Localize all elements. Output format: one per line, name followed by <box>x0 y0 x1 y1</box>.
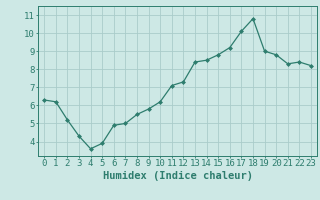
X-axis label: Humidex (Indice chaleur): Humidex (Indice chaleur) <box>103 171 252 181</box>
